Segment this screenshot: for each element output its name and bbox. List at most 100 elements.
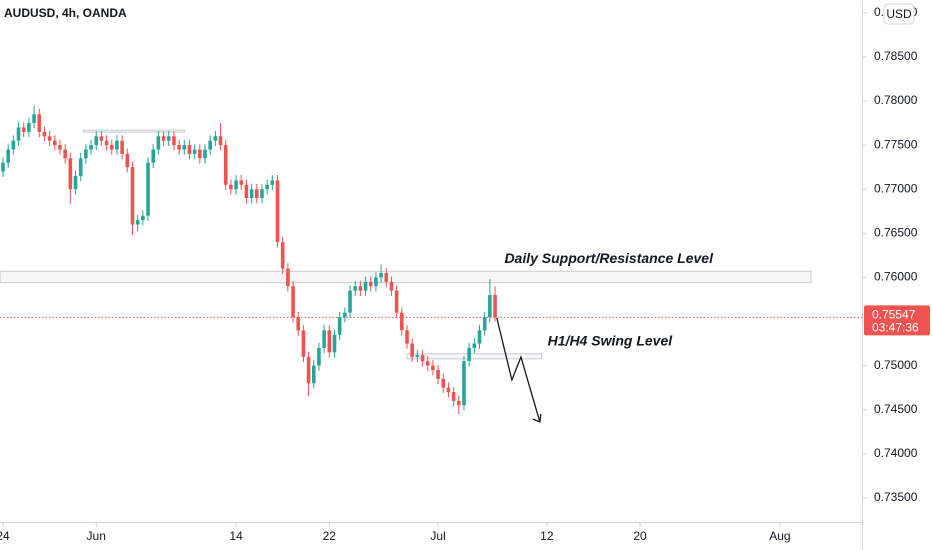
candle-body <box>415 355 420 357</box>
candle-body <box>337 317 342 335</box>
y-tick-label: 0.74000 <box>874 446 918 460</box>
candle-body <box>1 162 5 172</box>
candle-body <box>203 149 207 159</box>
candle-body <box>68 158 73 190</box>
candle-body <box>358 286 363 291</box>
candle-body <box>84 149 88 159</box>
candle-body <box>115 140 119 150</box>
candle-body <box>384 272 389 282</box>
candle-body <box>343 312 347 318</box>
candle-body <box>58 145 62 150</box>
candle-body <box>187 145 192 154</box>
y-tick-label: 0.77000 <box>874 181 918 195</box>
price-badge <box>864 305 930 336</box>
candle-body <box>94 136 99 146</box>
candle-body <box>270 180 275 185</box>
y-tick-label: 0.77500 <box>874 137 918 151</box>
candle-body <box>208 140 212 150</box>
candle-body <box>244 184 249 199</box>
y-tick-label: 0.76500 <box>874 225 918 239</box>
candle-body <box>493 295 497 318</box>
y-tick-label: 0.75000 <box>874 358 918 372</box>
candle-body <box>353 286 358 291</box>
candle-body <box>374 277 378 287</box>
candle-body <box>317 347 321 366</box>
candle-body <box>291 286 295 318</box>
candle-body <box>394 290 399 313</box>
candle-body <box>125 153 130 168</box>
x-tick-label: 24 <box>0 529 10 543</box>
candle-body <box>332 334 337 353</box>
candle-body <box>265 184 269 190</box>
candle-body <box>42 131 47 137</box>
candle-body <box>410 343 414 357</box>
candle-body <box>223 145 228 185</box>
candle-body <box>218 136 223 146</box>
candle-body <box>120 140 124 154</box>
candle-body <box>275 180 280 243</box>
candle-body <box>109 145 114 150</box>
zone <box>0 270 812 284</box>
candle-body <box>130 167 135 225</box>
candle-body <box>405 330 409 344</box>
arrow-head <box>532 413 542 423</box>
x-tick-label: 12 <box>540 529 554 543</box>
y-tick-label: 0.78500 <box>874 49 918 63</box>
x-tick-label: Jul <box>430 529 445 543</box>
candle-body <box>431 365 435 371</box>
candle-body <box>451 392 456 401</box>
candle-body <box>37 114 42 132</box>
candle-body <box>166 136 171 141</box>
x-tick-label: Aug <box>769 529 790 543</box>
projection-path <box>496 317 541 423</box>
price-badge-value: 0.75547 <box>872 308 916 322</box>
candle-body <box>322 330 326 348</box>
candle-body <box>234 180 238 190</box>
candle-body <box>52 140 57 146</box>
currency-label: USD <box>886 7 912 21</box>
y-tick-label: 0.73500 <box>874 490 918 504</box>
zone-label: Daily Support/Resistance Level <box>504 250 714 266</box>
candle-body <box>462 361 466 406</box>
candle-body <box>16 127 21 141</box>
plot: Daily Support/Resistance Level H1/H4 Swin… <box>0 105 862 423</box>
candle-body <box>104 140 109 146</box>
y-tick-label: 0.78000 <box>874 93 918 107</box>
currency-badge <box>883 3 915 25</box>
candle-body <box>135 220 140 225</box>
candle-body <box>6 149 10 163</box>
candle-body <box>420 355 425 362</box>
candle-body <box>21 127 26 132</box>
candle-body <box>146 162 150 216</box>
candle-body <box>11 140 16 150</box>
candle-body <box>389 281 394 291</box>
candle-body <box>254 189 259 199</box>
candle-body <box>280 242 285 269</box>
x-tick-label: 14 <box>229 529 243 543</box>
candle-body <box>301 330 306 357</box>
candle-body <box>73 175 78 190</box>
zone <box>406 353 543 360</box>
candle-body <box>182 145 187 150</box>
candle-body <box>249 189 254 199</box>
candle-body <box>436 370 440 379</box>
candle-body <box>327 330 332 353</box>
zone-label: H1/H4 Swing Level <box>548 332 674 348</box>
candle-body <box>213 136 218 141</box>
candle-body <box>456 400 461 406</box>
candle-body <box>348 290 352 313</box>
candle-body <box>172 136 176 146</box>
y-tick-label: 0.74500 <box>874 402 918 416</box>
candle-body <box>472 343 477 348</box>
candle-body <box>368 281 373 287</box>
candle-body <box>379 272 383 278</box>
x-tick-label: 20 <box>633 529 647 543</box>
chart-title: AUDUSD, 4h, OANDA <box>4 6 127 20</box>
candle-body <box>156 136 161 150</box>
candle-body <box>286 268 290 287</box>
candle-body <box>296 317 301 331</box>
candle-body <box>192 149 197 154</box>
x-tick-label: Jun <box>87 529 106 543</box>
candle-body <box>32 114 36 124</box>
